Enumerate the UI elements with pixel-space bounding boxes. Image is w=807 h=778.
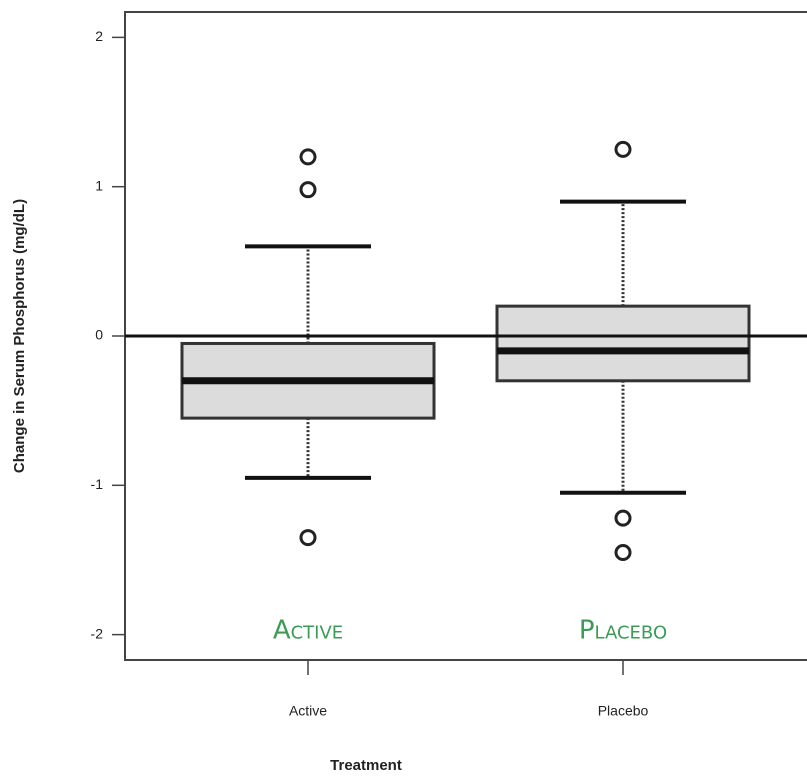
x-tick-label: Active (289, 703, 327, 719)
outlier (614, 543, 632, 561)
x-axis-title: Treatment (330, 757, 402, 774)
outlier (614, 509, 632, 527)
y-tick-label: 0 (95, 327, 103, 343)
box (495, 304, 751, 383)
outlier (614, 140, 632, 158)
y-tick-label: 2 (95, 28, 103, 44)
x-tick-label: Placebo (598, 703, 649, 719)
y-axis-title: Change in Serum Phosphorus (mg/dL) (11, 199, 28, 473)
annotation: Active (273, 616, 343, 646)
annotation: Placebo (579, 616, 667, 646)
outlier (299, 148, 317, 166)
y-tick-label: -2 (91, 625, 104, 641)
y-tick-label: 1 (95, 177, 103, 193)
outlier (299, 529, 317, 547)
outlier (299, 181, 317, 199)
y-tick-label: -1 (91, 476, 104, 492)
